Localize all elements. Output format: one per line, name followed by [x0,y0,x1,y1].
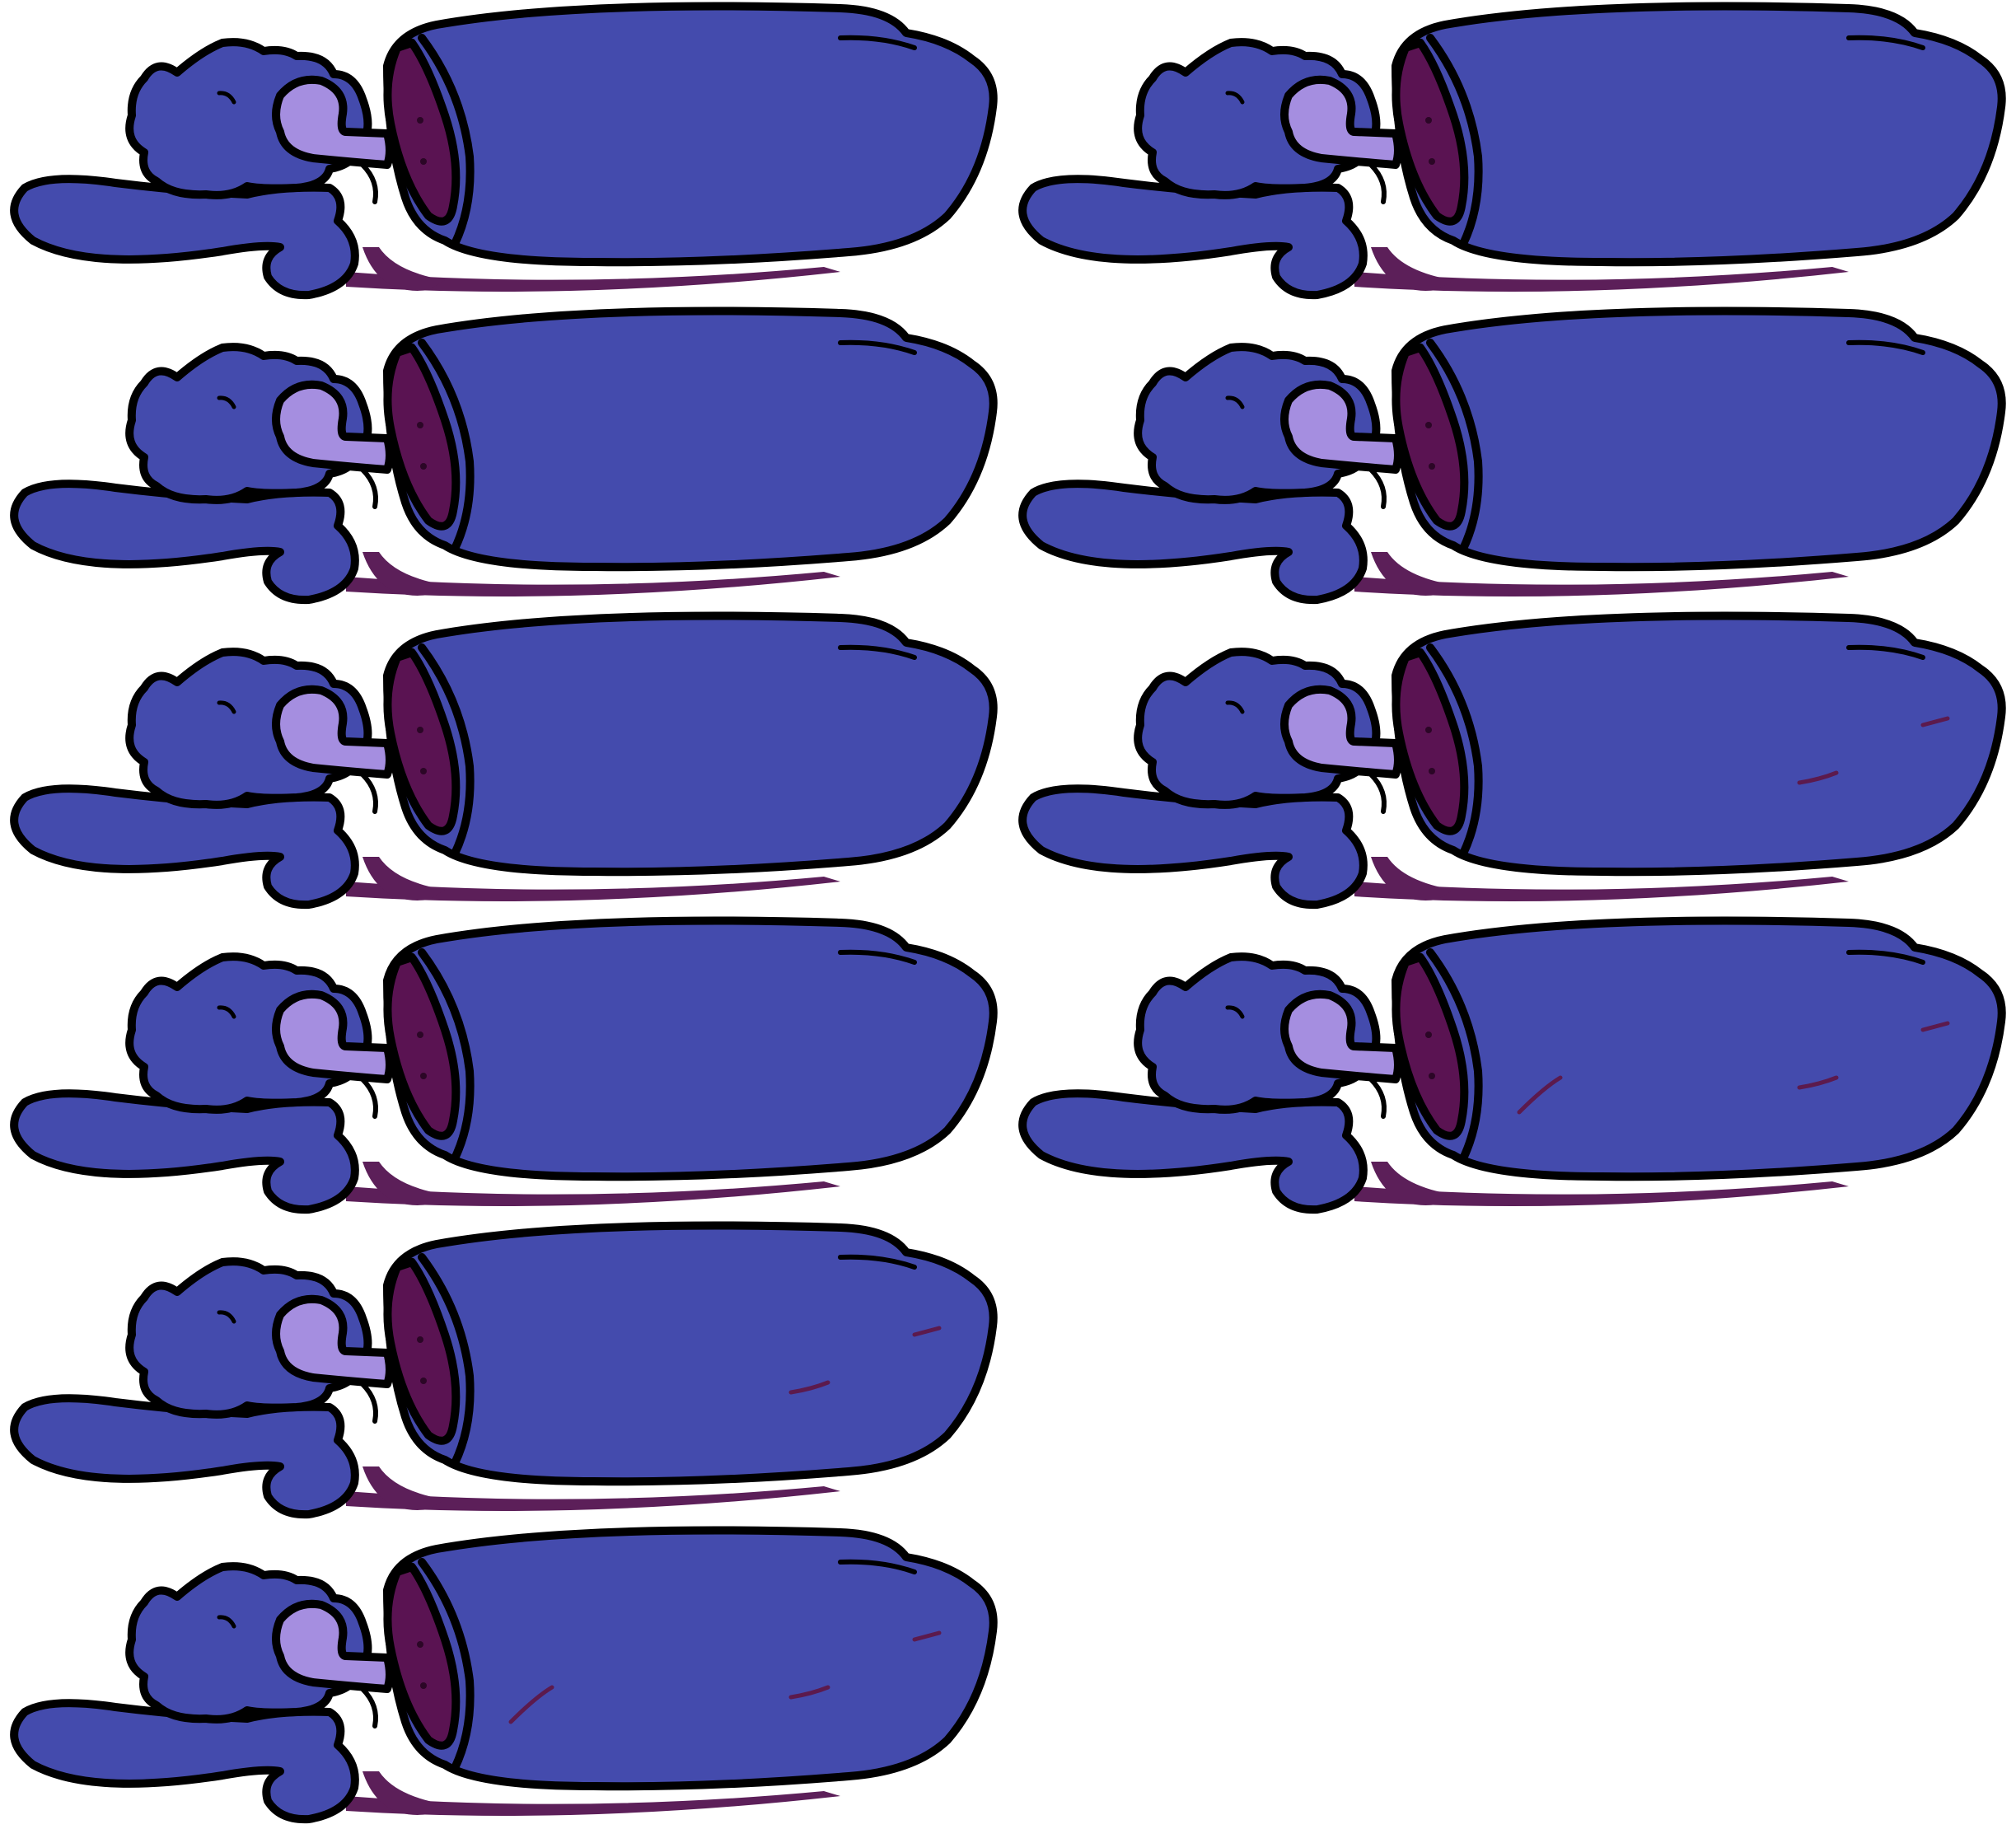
log-creature-sprite [0,0,1008,305]
sprite-frame-7 [0,914,1008,1219]
damage-mark [1797,770,1839,785]
creature-body [1022,616,2002,905]
sprite-frame-5 [0,610,1008,914]
creature-body [14,311,994,601]
sprite-frame-6 [1008,610,2016,914]
damage-mark [912,1326,942,1337]
log-creature-sprite [0,305,1008,610]
creature-body [14,1226,994,1515]
sprite-frame-1 [0,0,1008,305]
sprite-frame-4 [1008,305,2016,610]
damage-mark [508,1685,554,1724]
damage-mark [1517,1075,1563,1115]
sprite-frame-9 [0,1219,1008,1524]
sprite-frame-10 [0,1524,1008,1829]
creature-body [14,616,994,905]
creature-body [14,921,994,1210]
damage-mark [1920,716,1950,727]
creature-body [1022,921,2002,1210]
sprite-frame-2 [1008,0,2016,305]
creature-body [14,1531,994,1820]
sprite-frame-3 [0,305,1008,610]
log-creature-sprite [0,610,1008,914]
log-creature-sprite [1008,914,2016,1219]
damage-mark [912,1630,942,1642]
damage-mark [1797,1075,1839,1090]
sprite-frame-8 [1008,914,2016,1219]
log-creature-sprite [0,1219,1008,1524]
log-creature-sprite [0,1524,1008,1829]
damage-mark [1920,1021,1950,1032]
log-creature-sprite [1008,305,2016,610]
creature-body [14,7,994,296]
log-creature-sprite [0,914,1008,1219]
damage-mark [788,1380,830,1395]
damage-mark [788,1685,830,1700]
creature-body [1022,7,2002,296]
log-creature-sprite [1008,0,2016,305]
creature-body [1022,311,2002,601]
log-creature-sprite [1008,610,2016,914]
